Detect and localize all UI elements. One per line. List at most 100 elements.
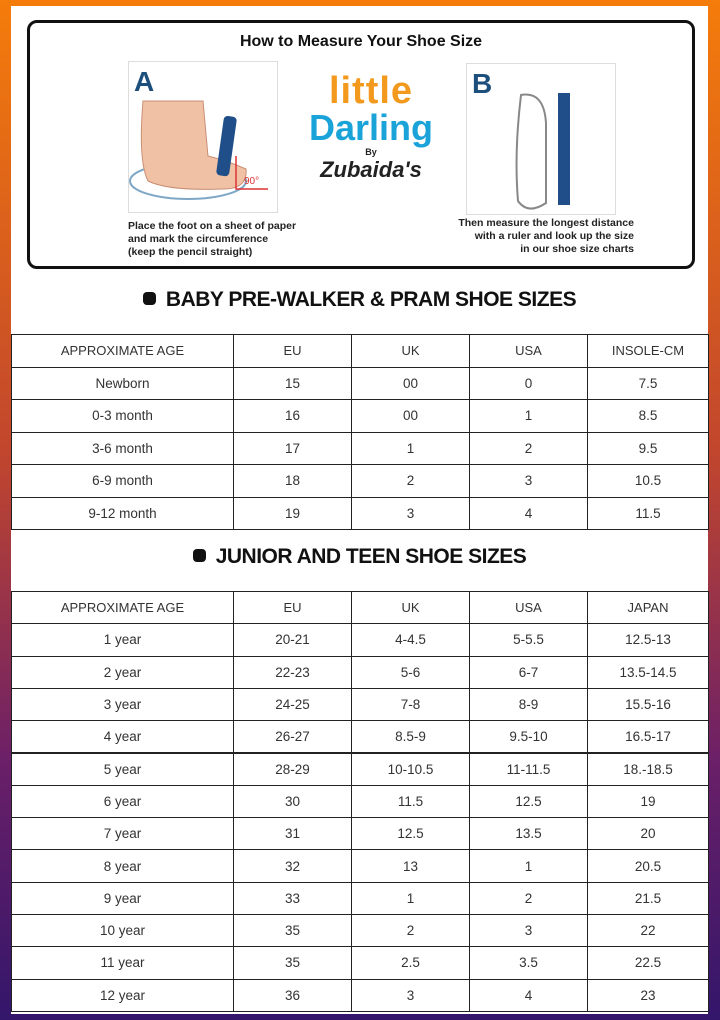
table-cell: 2: [469, 431, 588, 465]
table-cell: 2.5: [351, 946, 470, 980]
table-cell: 4: [469, 496, 588, 530]
table-cell: 17: [233, 431, 352, 465]
table-cell: 18.-18.5: [587, 752, 709, 786]
measure-box: How to Measure Your Shoe Size 90° A Plac…: [27, 20, 695, 269]
caption-line: in our shoe size charts: [520, 243, 634, 255]
table-cell: 12.5-13: [587, 623, 709, 657]
table-cell: 20-21: [233, 623, 352, 657]
table-cell: 3 year: [11, 687, 234, 722]
table-cell: 0: [469, 366, 588, 400]
header-row: APPROXIMATE AGE EU UK USA JAPAN: [11, 591, 709, 625]
table-cell: 11.5: [351, 784, 470, 819]
table-cell: 2: [351, 914, 470, 948]
step-a-caption: Place the foot on a sheet of paper and m…: [128, 220, 296, 259]
measure-title: How to Measure Your Shoe Size: [239, 33, 483, 50]
table-cell: 6-9 month: [11, 464, 234, 498]
caption-line: Place the foot on a sheet of paper: [128, 220, 297, 232]
table-cell: 13: [351, 849, 470, 883]
table-cell: 3: [469, 914, 588, 948]
table-cell: 00: [351, 399, 470, 433]
table-cell: 7 year: [11, 817, 234, 851]
table-cell: 20.5: [587, 849, 709, 883]
table-cell: 23: [587, 978, 709, 1012]
table-row: 3 year 24-25 7-8 8-9 15.5-16: [11, 687, 709, 722]
table-cell: 8-9: [469, 687, 588, 722]
table-row: Newborn 15 00 0 7.5: [11, 366, 709, 400]
caption-line: Then measure the longest distance: [458, 217, 634, 229]
logo-by: By: [365, 147, 377, 157]
table-cell: 0-3 month: [11, 399, 234, 433]
table-cell: 11.5: [587, 496, 709, 530]
table-cell: 26-27: [233, 720, 352, 754]
table-cell: 9 year: [11, 881, 234, 915]
table-cell: 8.5: [587, 399, 709, 433]
table-cell: 36: [233, 978, 352, 1012]
table-cell: 13.5-14.5: [587, 655, 709, 689]
table-cell: 15: [233, 366, 352, 400]
table-cell: 31: [233, 817, 352, 851]
table-cell: 11 year: [11, 946, 234, 980]
table-cell: 6-7: [469, 655, 588, 689]
table-cell: 1: [469, 849, 588, 883]
table-cell: 16.5-17: [587, 720, 709, 754]
table-cell: 12.5: [469, 784, 588, 819]
table-cell: 28-29: [233, 752, 352, 786]
header-cell: USA: [469, 334, 588, 368]
table-cell: 30: [233, 784, 352, 819]
table-row: 6-9 month 18 2 3 10.5: [11, 464, 709, 498]
table-cell: 33: [233, 881, 352, 915]
table-cell: 5-6: [351, 655, 470, 689]
table-cell: 2: [469, 881, 588, 915]
table-cell: 8.5-9: [351, 720, 470, 754]
table-cell: 7.5: [587, 366, 709, 400]
table-cell: Newborn: [11, 366, 234, 400]
table-cell: 4 year: [11, 720, 234, 754]
table-cell: 10 year: [11, 914, 234, 948]
table-row: 5 year 28-29 10-10.5 11-11.5 18.-18.5: [11, 752, 709, 786]
table-title: BABY PRE-WALKER & PRAM SHOE SIZES: [11, 288, 708, 312]
table-cell: 9.5-10: [469, 720, 588, 754]
table-row: 7 year 31 12.5 13.5 20: [11, 817, 709, 851]
table-cell: 22-23: [233, 655, 352, 689]
table-cell: 18: [233, 464, 352, 498]
angle-label: 90°: [244, 176, 259, 187]
table-row: 3-6 month 17 1 2 9.5: [11, 431, 709, 465]
table-row: 8 year 32 13 1 20.5: [11, 849, 709, 883]
table-row: 12 year 36 3 4 23: [11, 978, 709, 1012]
content-panel: How to Measure Your Shoe Size 90° A Plac…: [11, 6, 709, 1014]
table-cell: 9.5: [587, 431, 709, 465]
logo-brand: Zubaida's: [320, 157, 422, 182]
table-cell: 2 year: [11, 655, 234, 689]
table-cell: 6 year: [11, 784, 234, 819]
table-title: JUNIOR AND TEEN SHOE SIZES: [11, 545, 708, 569]
table-cell: 19: [587, 784, 709, 819]
table-row: 4 year 26-27 8.5-9 9.5-10 16.5-17: [11, 720, 709, 754]
header-cell: EU: [233, 334, 352, 368]
table-cell: 24-25: [233, 687, 352, 722]
table-cell: 1: [351, 431, 470, 465]
logo-line: little: [328, 70, 414, 112]
table-cell: 4: [469, 978, 588, 1012]
caption-line: (keep the pencil straight): [128, 246, 253, 258]
table-cell: 7-8: [351, 687, 470, 722]
table-row: 11 year 35 2.5 3.5 22.5: [11, 946, 709, 980]
table-cell: 32: [233, 849, 352, 883]
table-cell: 16: [233, 399, 352, 433]
table-row: 6 year 30 11.5 12.5 19: [11, 784, 709, 819]
table-cell: 12 year: [11, 978, 234, 1012]
table-cell: 00: [351, 366, 470, 400]
step-letter: B: [472, 68, 492, 99]
table-cell: 5 year: [11, 752, 234, 786]
foot-illustration: 90° A: [128, 61, 278, 213]
table-cell: 4-4.5: [351, 623, 470, 657]
header-row: APPROXIMATE AGE EU UK USA INSOLE-CM: [11, 334, 709, 368]
caption-line: with a ruler and look up the size: [474, 230, 634, 242]
table-cell: 9-12 month: [11, 496, 234, 530]
header-cell: UK: [351, 334, 470, 368]
table-cell: 15.5-16: [587, 687, 709, 722]
table-cell: 2: [351, 464, 470, 498]
table-cell: 8 year: [11, 849, 234, 883]
table-cell: 5-5.5: [469, 623, 588, 657]
caption-line: and mark the circumference: [128, 233, 269, 245]
